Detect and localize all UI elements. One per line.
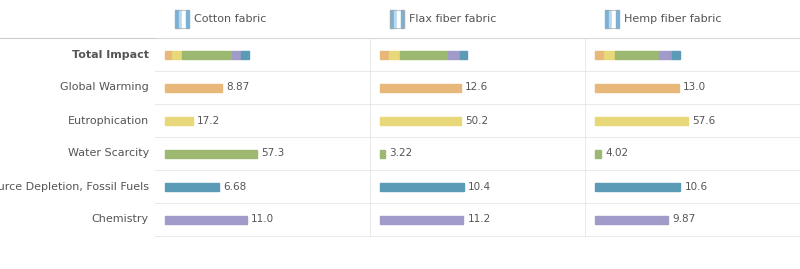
- Bar: [175, 10, 189, 28]
- Text: Cotton fabric: Cotton fabric: [194, 14, 266, 24]
- Text: Flax fiber fabric: Flax fiber fabric: [409, 14, 496, 24]
- Bar: [232, 51, 242, 58]
- Bar: [595, 51, 604, 58]
- Text: 17.2: 17.2: [197, 115, 220, 126]
- Bar: [182, 10, 186, 28]
- Bar: [672, 51, 681, 58]
- Text: Water Scarcity: Water Scarcity: [68, 148, 149, 158]
- Bar: [380, 116, 461, 125]
- Bar: [390, 10, 394, 28]
- Bar: [605, 10, 619, 28]
- Text: 13.0: 13.0: [683, 83, 706, 93]
- Bar: [390, 10, 404, 28]
- Bar: [394, 10, 397, 28]
- Text: 4.02: 4.02: [606, 148, 629, 158]
- Bar: [165, 116, 193, 125]
- Bar: [401, 10, 404, 28]
- Bar: [380, 83, 462, 91]
- Text: 10.6: 10.6: [685, 182, 707, 192]
- Text: 8.87: 8.87: [226, 83, 250, 93]
- Text: Chemistry: Chemistry: [92, 214, 149, 225]
- Text: Hemp fiber fabric: Hemp fiber fabric: [624, 14, 722, 24]
- Text: 3.22: 3.22: [389, 148, 413, 158]
- Text: 6.68: 6.68: [223, 182, 246, 192]
- Bar: [175, 10, 178, 28]
- Bar: [397, 10, 401, 28]
- Bar: [165, 150, 258, 158]
- Bar: [448, 51, 460, 58]
- Bar: [182, 51, 232, 58]
- Bar: [165, 83, 222, 91]
- Text: 11.2: 11.2: [467, 214, 490, 225]
- Text: 12.6: 12.6: [466, 83, 489, 93]
- Bar: [460, 51, 467, 58]
- Bar: [595, 83, 679, 91]
- Bar: [595, 182, 681, 190]
- Text: Global Warming: Global Warming: [60, 83, 149, 93]
- Bar: [242, 51, 249, 58]
- Bar: [178, 10, 182, 28]
- Bar: [659, 51, 672, 58]
- Bar: [595, 150, 602, 158]
- Bar: [609, 10, 612, 28]
- Bar: [380, 215, 463, 224]
- Bar: [380, 51, 389, 58]
- Bar: [389, 51, 400, 58]
- Bar: [595, 215, 669, 224]
- Bar: [615, 10, 619, 28]
- Bar: [380, 182, 464, 190]
- Bar: [400, 51, 448, 58]
- Bar: [615, 51, 659, 58]
- Text: 57.6: 57.6: [692, 115, 715, 126]
- Bar: [186, 10, 189, 28]
- Bar: [165, 182, 219, 190]
- Bar: [380, 150, 385, 158]
- Bar: [595, 116, 688, 125]
- Text: Eutrophication: Eutrophication: [68, 115, 149, 126]
- Bar: [605, 10, 609, 28]
- Text: 10.4: 10.4: [468, 182, 491, 192]
- Text: Resource Depletion, Fossil Fuels: Resource Depletion, Fossil Fuels: [0, 182, 149, 192]
- Text: 50.2: 50.2: [465, 115, 488, 126]
- Bar: [165, 215, 247, 224]
- Text: 57.3: 57.3: [262, 148, 285, 158]
- Bar: [165, 51, 172, 58]
- Text: Total Impact: Total Impact: [72, 49, 149, 59]
- Bar: [172, 51, 182, 58]
- Bar: [604, 51, 615, 58]
- Text: 11.0: 11.0: [251, 214, 274, 225]
- Text: 9.87: 9.87: [673, 214, 696, 225]
- Bar: [612, 10, 615, 28]
